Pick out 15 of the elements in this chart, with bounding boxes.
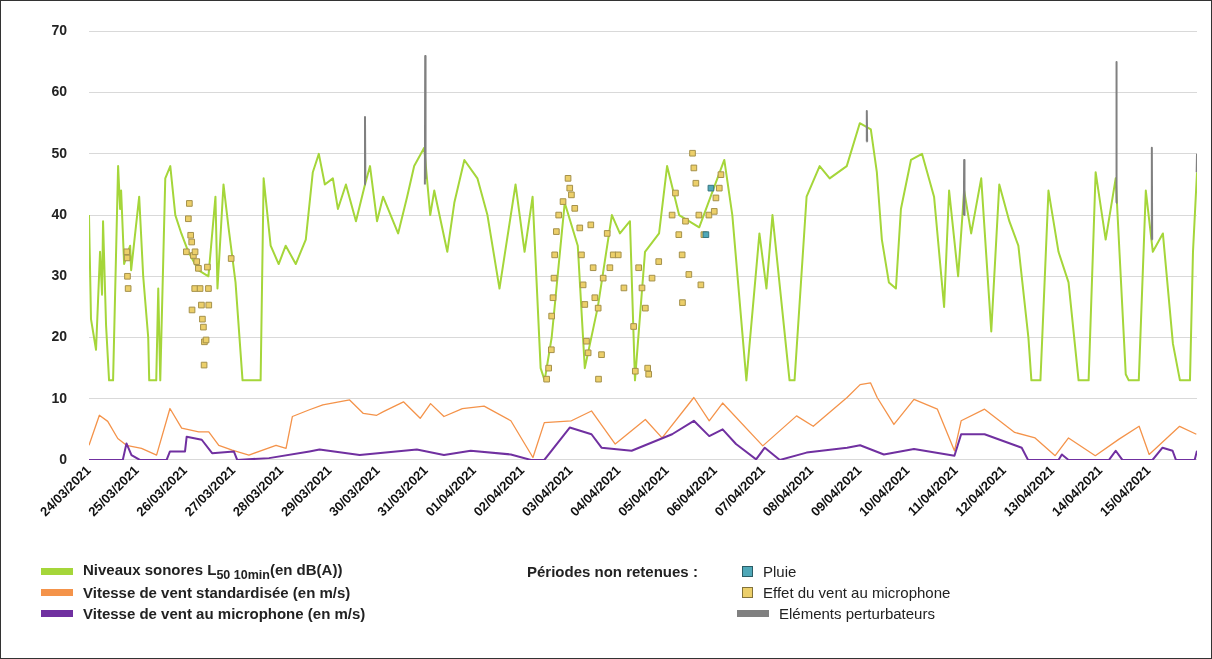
y-tick-label: 0 (59, 450, 68, 467)
y-tick-label: 70 (51, 22, 68, 39)
legend-label: Vitesse de vent au microphone (en m/s) (83, 605, 366, 622)
y-tick-label: 60 (51, 83, 68, 100)
y-tick-label: 20 (51, 328, 68, 345)
y-tick-label: 40 (51, 205, 68, 222)
legend-title: Périodes non retenues : (527, 562, 699, 582)
legend-label: Niveaux sonores L$_{50 10min}$(en dB(A)) (83, 561, 343, 582)
y-tick-label: 10 (51, 389, 68, 406)
legend-label: Vitesse de vent standardisée (en m/s) (83, 584, 351, 601)
y-tick-label: 50 (51, 144, 68, 161)
legend-label: Pluie (763, 563, 797, 580)
legend-label: Eléments perturbateurs (779, 605, 935, 622)
y-tick-label: 30 (51, 267, 68, 284)
legend-label: Effet du vent au microphone (763, 584, 951, 601)
